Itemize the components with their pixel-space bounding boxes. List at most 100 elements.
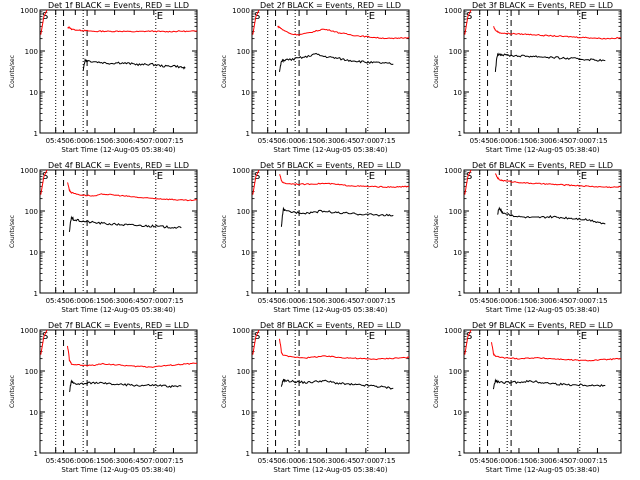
y-tick-label: 1000	[232, 167, 250, 175]
y-tick-label: 100	[25, 48, 38, 56]
x-tick-label: 07:15	[163, 457, 183, 465]
start-marker-label: S	[254, 331, 260, 342]
events-series-line	[280, 206, 394, 227]
x-tick-label: 06:00	[489, 297, 509, 305]
y-tick-label: 10	[29, 89, 38, 97]
y-tick-label: 1000	[232, 327, 250, 335]
plot-frame	[251, 169, 410, 294]
x-tick-label: 06:15	[297, 137, 317, 145]
y-tick-label: 1	[246, 290, 250, 298]
x-tick-label: 06:45	[548, 137, 568, 145]
start-marker-label: S	[254, 11, 260, 22]
x-tick-label: 06:30	[528, 297, 548, 305]
end-marker-label: E	[369, 331, 375, 342]
y-tick-label: 100	[449, 48, 462, 56]
x-tick-label: 07:15	[375, 137, 395, 145]
y-axis-label: Counts/sec	[433, 55, 440, 88]
y-tick-label: 1	[34, 130, 38, 138]
x-tick-label: 07:15	[375, 457, 395, 465]
x-tick-label: 06:00	[277, 137, 297, 145]
lld-series-line	[67, 182, 198, 202]
y-tick-label: 1	[34, 450, 38, 458]
y-tick-label: 1000	[444, 7, 462, 15]
x-tick-label: 05:45	[258, 137, 278, 145]
x-tick-label: 07:15	[587, 137, 607, 145]
start-marker-label: S	[42, 11, 48, 22]
x-tick-label: 06:30	[528, 137, 548, 145]
initial-spike-line	[252, 169, 260, 195]
y-tick-label: 1	[458, 450, 462, 458]
panel-6: Det 6f BLACK = Events, RED = LLD Counts/s…	[433, 161, 622, 314]
x-tick-label: 07:00	[356, 297, 376, 305]
panel-2: Det 2f BLACK = Events, RED = LLD Counts/s…	[221, 1, 410, 154]
initial-spike-line	[40, 169, 48, 195]
lld-series-line	[277, 25, 410, 40]
events-series-line	[279, 52, 394, 72]
end-marker-label: E	[157, 11, 163, 22]
y-tick-label: 10	[241, 249, 250, 257]
x-tick-label: 06:30	[104, 457, 124, 465]
panel-1: Det 1f BLACK = Events, RED = LLD Counts/s…	[9, 1, 198, 154]
plot-frame	[39, 9, 198, 134]
lld-series-line	[67, 345, 198, 368]
x-axis-label: Start Time (12-Aug-05 05:38:40)	[273, 306, 387, 314]
plot-frame	[463, 329, 622, 454]
panel-title: Det 8f BLACK = Events, RED = LLD	[260, 321, 401, 330]
panel-8: Det 8f BLACK = Events, RED = LLD Counts/s…	[221, 321, 410, 474]
x-tick-label: 07:15	[163, 297, 183, 305]
x-tick-label: 06:45	[124, 297, 144, 305]
y-axis-label: Counts/sec	[433, 215, 440, 248]
x-tick-label: 06:45	[124, 457, 144, 465]
events-series-line	[494, 52, 606, 72]
panel-title: Det 4f BLACK = Events, RED = LLD	[48, 161, 189, 170]
end-marker-label: E	[157, 331, 163, 342]
initial-spike-line	[464, 169, 472, 195]
y-tick-label: 1	[34, 290, 38, 298]
x-tick-label: 05:45	[470, 297, 490, 305]
end-marker-label: E	[157, 171, 163, 182]
y-tick-label: 1000	[444, 167, 462, 175]
panel-4: Det 4f BLACK = Events, RED = LLD Counts/s…	[9, 161, 198, 314]
x-axis-label: Start Time (12-Aug-05 05:38:40)	[273, 146, 387, 154]
events-series-line	[68, 215, 182, 232]
panel-title: Det 7f BLACK = Events, RED = LLD	[48, 321, 189, 330]
lld-series-line	[493, 25, 622, 40]
y-tick-label: 100	[237, 368, 250, 376]
x-tick-label: 07:00	[144, 457, 164, 465]
x-tick-label: 06:45	[548, 297, 568, 305]
y-tick-label: 1000	[444, 327, 462, 335]
x-tick-label: 05:45	[470, 137, 490, 145]
end-marker-label: E	[581, 331, 587, 342]
x-tick-label: 05:45	[46, 297, 66, 305]
end-marker-label: E	[369, 11, 375, 22]
y-tick-label: 100	[237, 48, 250, 56]
x-tick-label: 07:00	[568, 297, 588, 305]
x-tick-label: 05:45	[258, 297, 278, 305]
x-tick-label: 06:15	[509, 297, 529, 305]
y-axis-label: Counts/sec	[433, 375, 440, 408]
y-tick-label: 10	[29, 249, 38, 257]
x-axis-label: Start Time (12-Aug-05 05:38:40)	[61, 466, 175, 474]
plot-frame	[251, 329, 410, 454]
initial-spike-line	[464, 9, 472, 35]
x-tick-label: 06:15	[297, 297, 317, 305]
panel-title: Det 1f BLACK = Events, RED = LLD	[48, 1, 189, 10]
end-marker-label: E	[369, 171, 375, 182]
x-tick-label: 07:00	[356, 137, 376, 145]
y-tick-label: 10	[453, 249, 462, 257]
x-tick-label: 06:30	[316, 457, 336, 465]
lld-series-line	[67, 25, 198, 33]
events-series-line	[492, 378, 606, 390]
x-axis-label: Start Time (12-Aug-05 05:38:40)	[61, 146, 175, 154]
x-tick-label: 06:15	[85, 457, 105, 465]
y-tick-label: 1000	[20, 7, 38, 15]
x-tick-label: 07:15	[375, 297, 395, 305]
panel-title: Det 2f BLACK = Events, RED = LLD	[260, 1, 401, 10]
events-series-line	[82, 58, 186, 71]
x-tick-label: 06:00	[65, 457, 85, 465]
y-axis-label: Counts/sec	[9, 55, 16, 88]
y-tick-label: 1000	[20, 327, 38, 335]
x-tick-label: 06:15	[509, 457, 529, 465]
x-tick-label: 07:15	[587, 457, 607, 465]
x-tick-label: 07:00	[568, 457, 588, 465]
